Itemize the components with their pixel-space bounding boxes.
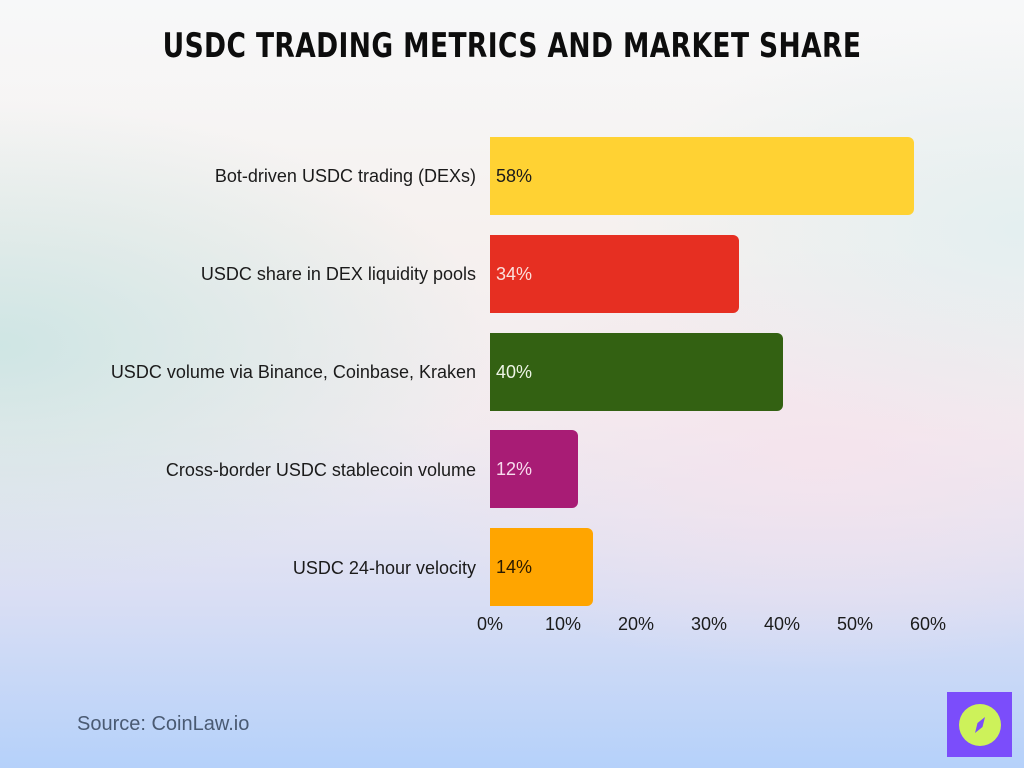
bar-value-label: 14% [496,557,533,577]
x-tick-label: 0% [476,614,503,634]
category-label: USDC share in DEX liquidity pools [200,264,476,284]
x-tick-label: 50% [836,614,874,634]
page-title: USDC Trading Metrics and Market Share [162,26,862,66]
x-tick-label: 20% [617,614,655,634]
bar-value-label: 34% [496,264,533,284]
category-label: USDC 24-hour velocity [292,558,476,578]
brand-logo [947,692,1012,757]
bar-value-label: 12% [496,459,533,479]
bar-bot-driven-trading: 58% [490,137,914,215]
x-tick-label: 30% [690,614,728,634]
x-tick-label: 10% [544,614,582,634]
bar-value-label: 58% [496,166,533,186]
category-label: USDC volume via Binance, Coinbase, Krake… [110,362,476,382]
bar-cross-border-volume: 12% [490,430,578,508]
bar-value-label: 40% [496,362,533,382]
bar-cex-volume: 40% [490,333,783,411]
category-label: Bot-driven USDC trading (DEXs) [214,166,476,186]
bar-dex-liquidity-share: 34% [490,235,739,313]
category-label: Cross-border USDC stablecoin volume [165,460,476,480]
x-tick-label: 60% [909,614,947,634]
compass-icon [958,703,1001,746]
source-credit: Source: CoinLaw.io [77,713,250,735]
bar-24h-velocity: 14% [490,528,593,606]
x-tick-label: 40% [763,614,801,634]
